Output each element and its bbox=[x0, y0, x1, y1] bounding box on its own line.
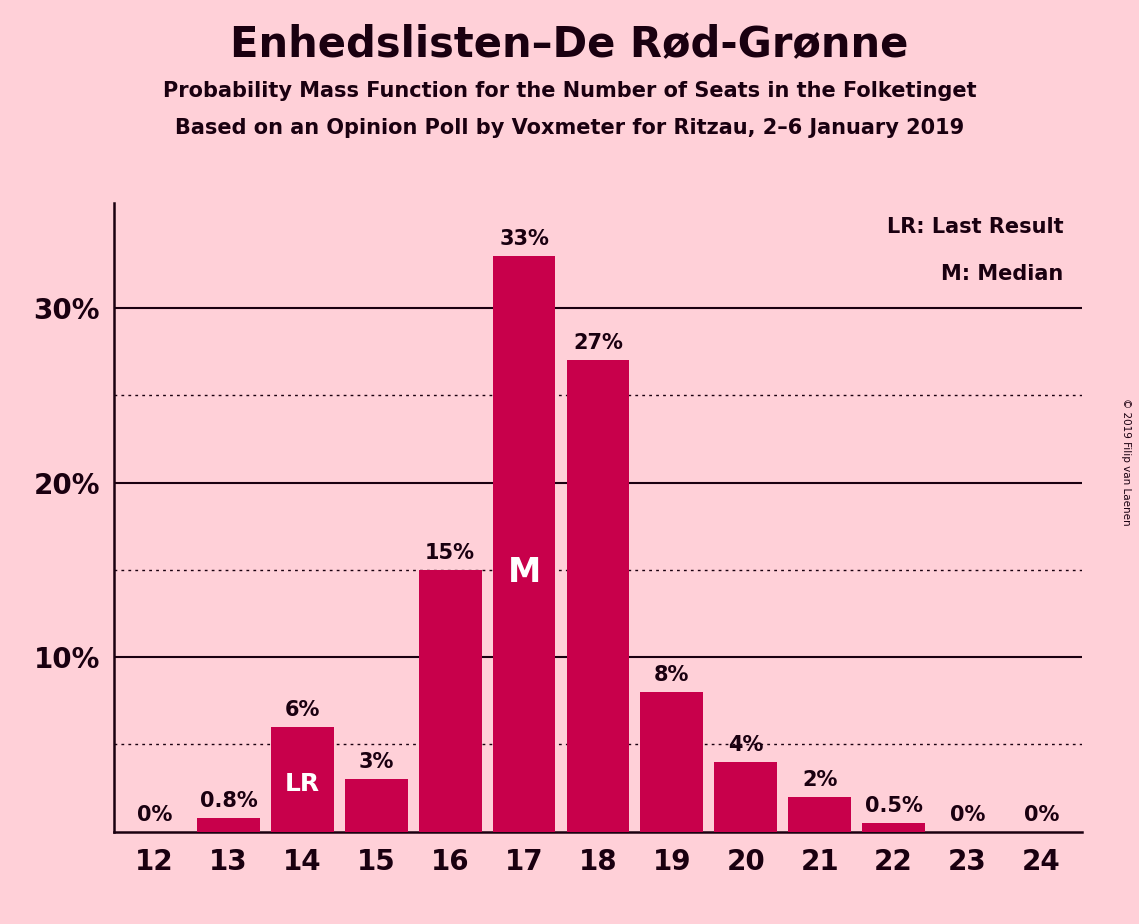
Bar bbox=[566, 360, 630, 832]
Text: 27%: 27% bbox=[573, 334, 623, 353]
Text: 0%: 0% bbox=[950, 805, 985, 824]
Text: 0.8%: 0.8% bbox=[199, 791, 257, 810]
Bar bbox=[493, 256, 556, 832]
Text: 3%: 3% bbox=[359, 752, 394, 772]
Text: 4%: 4% bbox=[728, 735, 763, 755]
Bar bbox=[862, 823, 925, 832]
Text: 6%: 6% bbox=[285, 699, 320, 720]
Text: 15%: 15% bbox=[425, 542, 475, 563]
Text: 0%: 0% bbox=[1024, 805, 1059, 824]
Text: M: Median: M: Median bbox=[941, 264, 1064, 285]
Bar bbox=[788, 796, 851, 832]
Bar bbox=[197, 818, 260, 832]
Bar bbox=[345, 779, 408, 832]
Text: Enhedslisten–De Rød-Grønne: Enhedslisten–De Rød-Grønne bbox=[230, 23, 909, 65]
Text: 8%: 8% bbox=[654, 665, 689, 685]
Text: M: M bbox=[508, 556, 541, 589]
Text: LR: LR bbox=[285, 772, 320, 796]
Bar bbox=[419, 570, 482, 832]
Text: 0.5%: 0.5% bbox=[865, 796, 923, 816]
Bar bbox=[271, 727, 334, 832]
Bar bbox=[714, 761, 777, 832]
Text: 0%: 0% bbox=[137, 805, 172, 824]
Text: © 2019 Filip van Laenen: © 2019 Filip van Laenen bbox=[1121, 398, 1131, 526]
Text: 2%: 2% bbox=[802, 770, 837, 790]
Text: LR: Last Result: LR: Last Result bbox=[887, 217, 1064, 237]
Bar bbox=[640, 692, 703, 832]
Text: 33%: 33% bbox=[499, 228, 549, 249]
Text: Based on an Opinion Poll by Voxmeter for Ritzau, 2–6 January 2019: Based on an Opinion Poll by Voxmeter for… bbox=[175, 118, 964, 139]
Text: Probability Mass Function for the Number of Seats in the Folketinget: Probability Mass Function for the Number… bbox=[163, 81, 976, 102]
